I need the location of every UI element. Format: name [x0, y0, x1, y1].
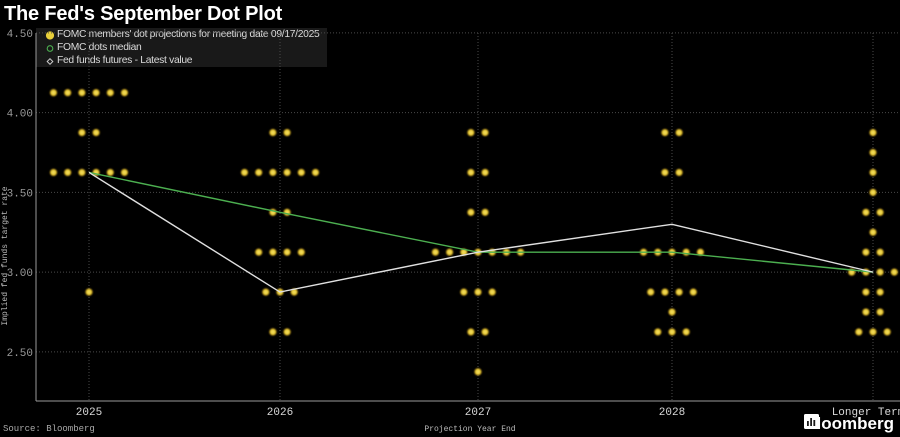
svg-text:2025: 2025: [76, 407, 102, 419]
svg-text:Longer Term: Longer Term: [832, 407, 900, 419]
svg-text:2027: 2027: [465, 407, 491, 419]
svg-text:2.50: 2.50: [7, 348, 33, 360]
svg-text:Projection Year End: Projection Year End: [424, 425, 515, 434]
svg-text:2026: 2026: [267, 407, 293, 419]
svg-text:Implied fed funds target rate: Implied fed funds target rate: [1, 186, 10, 325]
svg-text:2028: 2028: [659, 407, 685, 419]
svg-text:3.50: 3.50: [7, 189, 33, 201]
svg-text:4.50: 4.50: [7, 29, 33, 41]
svg-text:4.00: 4.00: [7, 109, 33, 121]
svg-text:3.00: 3.00: [7, 268, 33, 280]
